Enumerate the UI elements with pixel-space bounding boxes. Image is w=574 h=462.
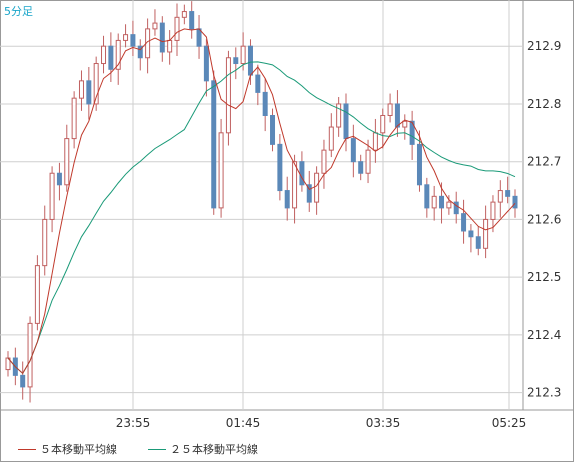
x-tick-label: 01:45 xyxy=(226,416,261,430)
candle-body xyxy=(152,22,158,30)
candle-body xyxy=(64,138,70,186)
candle-body xyxy=(446,201,452,209)
candle-body xyxy=(512,195,518,209)
x-tick-label: 23:55 xyxy=(116,416,151,430)
candle-body xyxy=(225,57,231,134)
candle-body xyxy=(387,103,393,116)
candle-body xyxy=(247,45,253,76)
candle-body xyxy=(424,184,430,209)
candle-body xyxy=(71,97,77,140)
x-tick-label: 05:25 xyxy=(492,416,527,430)
candle-body xyxy=(343,103,349,140)
candle-body xyxy=(380,114,386,134)
legend-ma5-swatch xyxy=(18,448,36,450)
candle-body xyxy=(416,143,422,186)
candle-body xyxy=(350,138,356,163)
candle-body xyxy=(284,190,290,209)
candle-body xyxy=(402,120,408,128)
y-tick-label: 212.7 xyxy=(527,155,561,169)
candle-body xyxy=(490,201,496,220)
candle-body xyxy=(218,132,224,209)
candle-body xyxy=(137,45,143,59)
candle-body xyxy=(255,74,261,93)
candle-body xyxy=(336,103,342,128)
candle-body xyxy=(130,34,136,47)
candle-body xyxy=(211,80,217,209)
y-tick-label: 212.3 xyxy=(527,386,561,400)
candle-body xyxy=(409,120,415,145)
legend-ma5-label: ５本移動平均線 xyxy=(40,443,117,456)
candle-body xyxy=(468,230,474,238)
candle-body xyxy=(497,190,503,203)
candle-body xyxy=(42,218,48,267)
legend-ma25-label: ２５本移動平均線 xyxy=(170,443,258,456)
candle-body xyxy=(394,103,400,128)
candle-body xyxy=(262,91,268,116)
candle-body xyxy=(306,184,312,203)
candle-body xyxy=(174,16,180,41)
candle-body xyxy=(453,201,459,215)
candle-body xyxy=(505,190,511,197)
candle-body xyxy=(314,172,320,203)
candle-body xyxy=(270,114,276,145)
candle-body xyxy=(167,39,173,53)
candle-body xyxy=(277,143,283,192)
candle-body xyxy=(34,265,40,324)
candle-body xyxy=(20,374,26,388)
candle-body xyxy=(372,132,378,151)
candle-body xyxy=(358,161,364,174)
y-tick-label: 212.9 xyxy=(527,39,561,53)
candle-body xyxy=(431,195,437,209)
candle-body xyxy=(93,63,99,105)
candle-body xyxy=(461,213,467,232)
legend-ma25-swatch xyxy=(148,448,166,450)
ma5-line xyxy=(7,28,516,375)
candle-body xyxy=(108,45,114,70)
candle-body xyxy=(123,34,129,41)
candle-body xyxy=(159,22,165,53)
candle-body xyxy=(56,172,62,186)
candle-body xyxy=(203,45,209,82)
candle-body xyxy=(299,161,305,186)
y-tick-label: 212.8 xyxy=(527,97,561,111)
timeframe-label: 5分足 xyxy=(4,5,33,18)
candle-body xyxy=(328,126,334,151)
candle-body xyxy=(321,149,327,174)
candle-body xyxy=(101,45,107,65)
legend-ma25: ２５本移動平均線 xyxy=(148,441,258,457)
candle-body xyxy=(27,322,33,388)
candle-body xyxy=(475,236,481,249)
ma25-line xyxy=(7,61,516,375)
candle-body xyxy=(240,45,246,65)
y-tick-label: 212.5 xyxy=(527,270,561,284)
candle-body xyxy=(189,11,195,30)
y-tick-label: 212.4 xyxy=(527,328,561,342)
legend-ma5: ５本移動平均線 xyxy=(18,441,117,457)
x-tick-label: 03:35 xyxy=(366,416,401,430)
candle-body xyxy=(86,80,92,105)
candle-body xyxy=(196,28,202,47)
candle-body xyxy=(439,195,445,209)
candle-body xyxy=(483,218,489,249)
candle-body xyxy=(292,161,298,209)
y-tick-label: 212.6 xyxy=(527,212,561,226)
candle-body xyxy=(365,149,371,174)
candle-body xyxy=(233,57,239,65)
legend: ５本移動平均線 ２５本移動平均線 xyxy=(0,441,574,461)
candle-body xyxy=(78,80,84,99)
candle-body xyxy=(115,39,121,70)
candle-body xyxy=(181,11,187,18)
candle-body xyxy=(49,172,55,220)
